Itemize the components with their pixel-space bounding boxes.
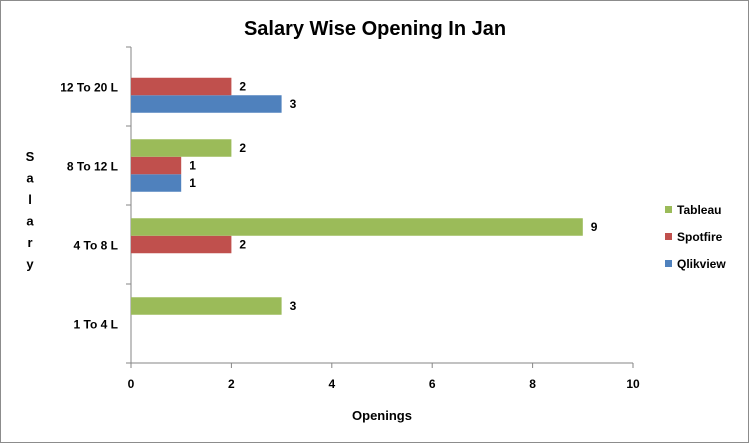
x-axis-title: Openings [352,408,412,423]
bar [131,218,583,236]
chart-title: Salary Wise Opening In Jan [244,18,506,40]
axis-ticks: 1 To 4 L 4 To 8 L 8 To 12 L 12 To 20 L 0 2 4 6 8… [60,46,640,391]
legend-label: Tableau [677,203,721,217]
bar [131,139,232,157]
data-label: 2 [239,141,246,155]
y-axis-title: Salary [26,149,35,272]
x-tick-label: 10 [626,377,640,391]
data-label: 9 [591,220,598,234]
x-tick-label: 6 [429,377,436,391]
legend-swatch [665,233,672,240]
legend-swatch [665,260,672,267]
bar [131,95,282,113]
y-axis-title-letter: S [26,149,35,164]
data-label: 1 [189,176,196,190]
y-axis-title-letter: l [28,192,32,207]
y-tick-label: 4 To 8 L [74,239,118,253]
data-label: 3 [290,299,297,313]
bar [131,156,182,175]
x-tick-label: 4 [328,377,335,391]
legend: Tableau Spotfire Qlikview [665,203,726,271]
y-axis-title-letter: a [26,214,34,229]
data-label: 2 [239,80,246,94]
data-label: 3 [290,97,297,111]
data-label: 2 [239,238,246,252]
bar [131,77,232,96]
data-label: 1 [189,159,196,173]
legend-swatch [665,206,672,213]
x-tick-label: 8 [529,377,536,391]
y-axis-title-letter: a [26,171,34,186]
y-tick-label: 1 To 4 L [74,318,118,332]
bar [131,174,182,192]
y-tick-label: 12 To 20 L [60,81,118,95]
x-tick-label: 2 [228,377,235,391]
y-axis-title-letter: y [26,257,34,272]
y-axis-title-letter: r [27,235,32,250]
bar [131,235,232,254]
y-tick-label: 8 To 12 L [67,160,118,174]
bar [131,297,282,315]
legend-label: Spotfire [677,230,723,244]
x-tick-label: 0 [128,377,135,391]
legend-label: Qlikview [677,257,726,271]
bars-group: 3 2 9 1 1 2 3 2 [131,77,598,315]
